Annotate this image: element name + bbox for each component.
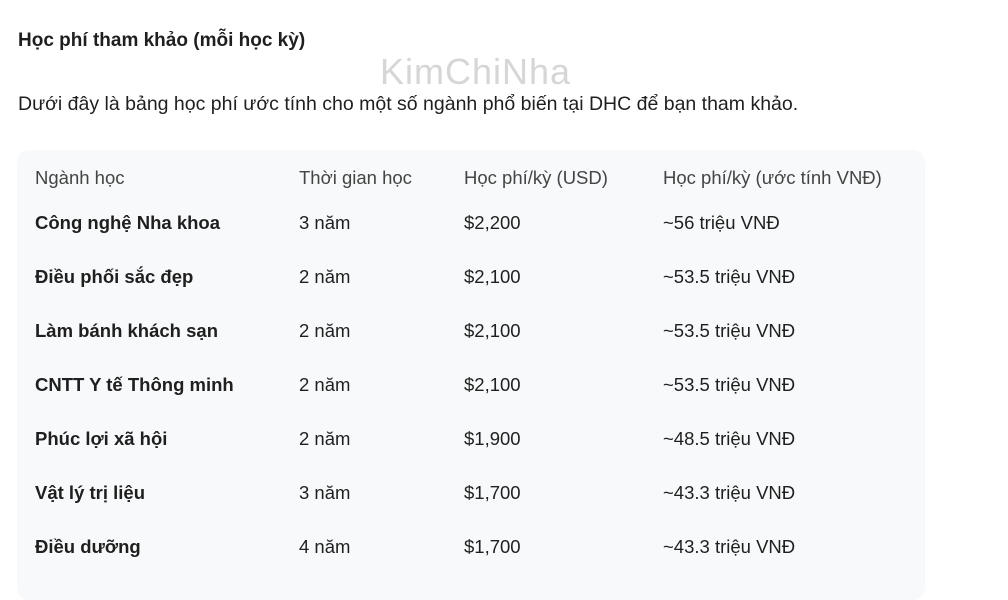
cell-major: Phúc lợi xã hội [35, 428, 168, 449]
table-row: Phúc lợi xã hội 2 năm $1,900 ~48.5 triệu VN… [35, 412, 923, 466]
header-duration: Thời gian học [299, 167, 412, 188]
cell-fee-usd: $2,100 [464, 266, 521, 287]
cell-major: Vật lý trị liệu [35, 482, 146, 503]
section-heading: Học phí tham khảo (mỗi học kỳ) [18, 30, 306, 51]
table-row: CNTT Y tế Thông minh 2 năm $2,100 ~53.5 tri… [35, 358, 923, 412]
watermark: KimChiNha [380, 51, 572, 92]
cell-duration: 2 năm [299, 266, 351, 287]
cell-fee-usd: $1,900 [464, 428, 521, 449]
cell-fee-vnd: ~53.5 triệu VNĐ [663, 320, 796, 341]
intro-text: Dưới đây là bảng học phí ước tính cho mộ… [18, 93, 799, 115]
tuition-table: Ngành học Thời gian học Học phí/kỳ (USD)… [35, 160, 923, 574]
table-row: Công nghệ Nha khoa 3 năm $2,200 ~56 triệu V… [35, 196, 923, 250]
cell-major: Công nghệ Nha khoa [35, 212, 220, 233]
cell-duration: 3 năm [299, 212, 351, 233]
cell-major: Điều dưỡng [35, 536, 141, 557]
cell-fee-vnd: ~43.3 triệu VNĐ [663, 536, 796, 557]
cell-fee-vnd: ~56 triệu VNĐ [663, 212, 780, 233]
cell-fee-usd: $1,700 [464, 482, 521, 503]
header-fee-usd: Học phí/kỳ (USD) [464, 167, 608, 188]
table-row: Làm bánh khách sạn 2 năm $2,100 ~53.5 triệu… [35, 304, 923, 358]
cell-major: Điều phối sắc đẹp [35, 266, 194, 287]
table-row: Điều phối sắc đẹp 2 năm $2,100 ~53.5 triệu … [35, 250, 923, 304]
cell-fee-usd: $1,700 [464, 536, 521, 557]
table-header-row: Ngành học Thời gian học Học phí/kỳ (USD)… [35, 160, 923, 196]
cell-fee-vnd: ~48.5 triệu VNĐ [663, 428, 796, 449]
cell-fee-vnd: ~53.5 triệu VNĐ [663, 374, 796, 395]
cell-major: Làm bánh khách sạn [35, 320, 218, 341]
cell-fee-vnd: ~43.3 triệu VNĐ [663, 482, 796, 503]
cell-fee-usd: $2,200 [464, 212, 521, 233]
cell-duration: 2 năm [299, 320, 351, 341]
header-major: Ngành học [35, 167, 125, 188]
cell-duration: 2 năm [299, 374, 351, 395]
header-fee-vnd: Học phí/kỳ (ước tính VNĐ) [663, 167, 882, 188]
table-row: Điều dưỡng 4 năm $1,700 ~43.3 triệu VNĐ [35, 520, 923, 574]
cell-fee-vnd: ~53.5 triệu VNĐ [663, 266, 796, 287]
cell-fee-usd: $2,100 [464, 374, 521, 395]
tuition-table-container: Ngành học Thời gian học Học phí/kỳ (USD)… [17, 150, 925, 600]
cell-duration: 3 năm [299, 482, 351, 503]
cell-fee-usd: $2,100 [464, 320, 521, 341]
table-row: Vật lý trị liệu 3 năm $1,700 ~43.3 triệu VN… [35, 466, 923, 520]
cell-duration: 4 năm [299, 536, 351, 557]
cell-duration: 2 năm [299, 428, 351, 449]
cell-major: CNTT Y tế Thông minh [35, 374, 234, 395]
